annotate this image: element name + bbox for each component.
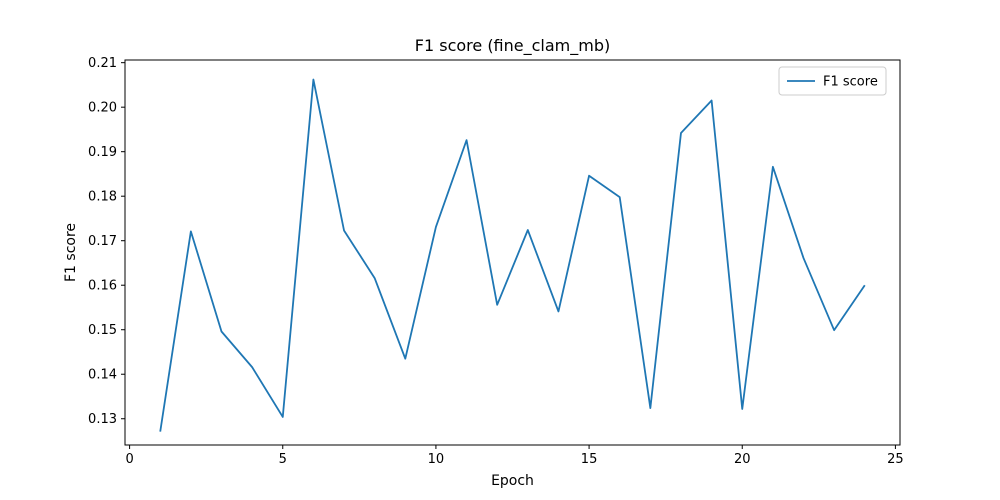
y-tick-label: 0.17 bbox=[88, 234, 117, 249]
x-axis-label: Epoch bbox=[491, 473, 534, 489]
y-axis-label: F1 score bbox=[63, 223, 79, 282]
y-tick-label: 0.18 bbox=[88, 190, 117, 205]
plot-area: 0 5 10 15 20 25 0.13 0.14 0.15 0.16 0.17 0.18 0.19 0.… bbox=[88, 56, 904, 467]
x-tick-label: 5 bbox=[279, 452, 287, 467]
y-tick-label: 0.15 bbox=[88, 323, 117, 338]
plot-frame bbox=[124, 59, 901, 446]
chart-title: F1 score (fine_clam_mb) bbox=[415, 36, 610, 56]
x-tick-label: 15 bbox=[581, 452, 598, 467]
legend-label: F1 score bbox=[823, 75, 878, 90]
x-tick-label: 25 bbox=[887, 452, 904, 467]
x-tick-label: 0 bbox=[125, 452, 133, 467]
y-tick-label: 0.14 bbox=[88, 368, 117, 383]
y-tick-label: 0.19 bbox=[88, 145, 117, 160]
y-tick-label: 0.21 bbox=[88, 56, 117, 71]
x-tick-label: 10 bbox=[428, 452, 445, 467]
legend-box bbox=[778, 66, 887, 96]
series-line-f1-score bbox=[159, 78, 866, 432]
y-tick-label: 0.16 bbox=[88, 279, 117, 294]
y-tick-label: 0.20 bbox=[88, 101, 117, 116]
y-tick-label: 0.13 bbox=[88, 412, 117, 427]
x-tick-label: 20 bbox=[734, 452, 751, 467]
